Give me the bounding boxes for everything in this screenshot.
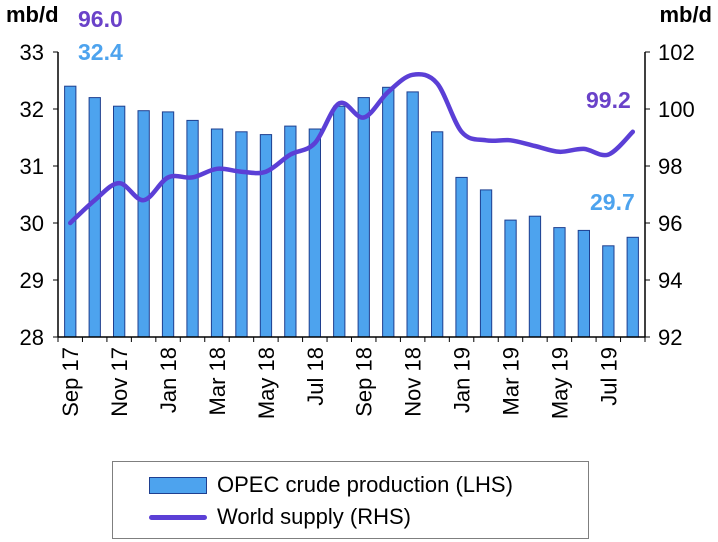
bar-15 bbox=[431, 131, 444, 338]
right-tick-label: 92 bbox=[658, 325, 682, 350]
left-tick-label: 28 bbox=[20, 325, 44, 350]
bar-11 bbox=[333, 105, 346, 338]
x-tick-label: Sep 18 bbox=[352, 347, 377, 417]
bar-18 bbox=[504, 219, 517, 338]
bar-19 bbox=[528, 215, 542, 338]
bar-12 bbox=[357, 97, 370, 338]
callout-supply-start: 96.0 bbox=[78, 6, 123, 32]
legend-bar-swatch bbox=[149, 476, 207, 494]
bar-23 bbox=[626, 236, 639, 338]
right-tick-label: 94 bbox=[658, 268, 682, 293]
bar-0 bbox=[64, 85, 77, 338]
world-supply-line bbox=[67, 71, 636, 226]
right-axis-unit: mb/d bbox=[659, 2, 712, 27]
x-tick-label: Mar 18 bbox=[205, 347, 230, 415]
chart-area: mb/d mb/d 28 29 30 31 32 33 92 94 96 98 100 102 Se… bbox=[6, 2, 712, 419]
left-axis-unit: mb/d bbox=[6, 2, 59, 27]
legend-item-opec: OPEC crude production (LHS) bbox=[149, 470, 513, 500]
bar-21 bbox=[577, 229, 591, 338]
bar-1 bbox=[88, 97, 101, 338]
x-tick-label: Jan 19 bbox=[450, 347, 475, 413]
x-tick-label: Jul 19 bbox=[596, 347, 621, 406]
legend-line-swatch bbox=[149, 514, 207, 520]
x-tick-label: May 18 bbox=[254, 347, 279, 419]
bar-8 bbox=[259, 134, 273, 338]
callout-supply-end: 99.2 bbox=[586, 87, 631, 113]
x-tick-label: Mar 19 bbox=[498, 347, 523, 415]
legend: OPEC crude production (LHS) World supply… bbox=[112, 461, 589, 539]
right-axis-ticks: 92 94 96 98 100 102 bbox=[645, 40, 695, 350]
bar-2 bbox=[113, 105, 126, 338]
left-tick-label: 30 bbox=[20, 211, 44, 236]
bar-5 bbox=[186, 119, 199, 338]
legend-label-supply: World supply (RHS) bbox=[217, 504, 411, 529]
x-tick-label: Nov 18 bbox=[401, 347, 426, 417]
left-tick-label: 29 bbox=[20, 268, 44, 293]
right-tick-label: 100 bbox=[658, 97, 695, 122]
bar-20 bbox=[553, 227, 566, 338]
bar-7 bbox=[235, 131, 248, 338]
x-tick-label: Jan 18 bbox=[156, 347, 181, 413]
bar-10 bbox=[308, 128, 322, 338]
bar-17 bbox=[479, 189, 493, 338]
x-tick-label: Jul 18 bbox=[303, 347, 328, 406]
right-tick-label: 102 bbox=[658, 40, 695, 65]
bar-13 bbox=[382, 86, 395, 338]
legend-item-supply: World supply (RHS) bbox=[149, 502, 411, 532]
bar-22 bbox=[602, 245, 615, 338]
legend-label-opec: OPEC crude production (LHS) bbox=[217, 472, 513, 497]
x-tick-label: Nov 17 bbox=[107, 347, 132, 417]
bar-6 bbox=[210, 128, 224, 338]
x-tick-label: May 19 bbox=[547, 347, 572, 419]
bar-16 bbox=[455, 176, 468, 338]
left-axis-ticks: 28 29 30 31 32 33 bbox=[20, 40, 58, 350]
bar-series bbox=[64, 85, 639, 338]
x-tick-label: Sep 17 bbox=[58, 347, 83, 417]
axes bbox=[57, 52, 646, 342]
callout-opec-start: 32.4 bbox=[78, 39, 123, 65]
x-axis-ticks: Sep 17 Nov 17 Jan 18 Mar 18 May 18 Jul 18 Sep … bbox=[58, 347, 621, 419]
bar-4 bbox=[161, 111, 175, 338]
left-tick-label: 32 bbox=[20, 97, 44, 122]
left-tick-label: 31 bbox=[20, 154, 44, 179]
right-tick-label: 96 bbox=[658, 211, 682, 236]
right-tick-label: 98 bbox=[658, 154, 682, 179]
callout-opec-end: 29.7 bbox=[590, 189, 635, 215]
bar-3 bbox=[137, 110, 150, 338]
bar-14 bbox=[406, 91, 419, 338]
left-tick-label: 33 bbox=[20, 40, 44, 65]
